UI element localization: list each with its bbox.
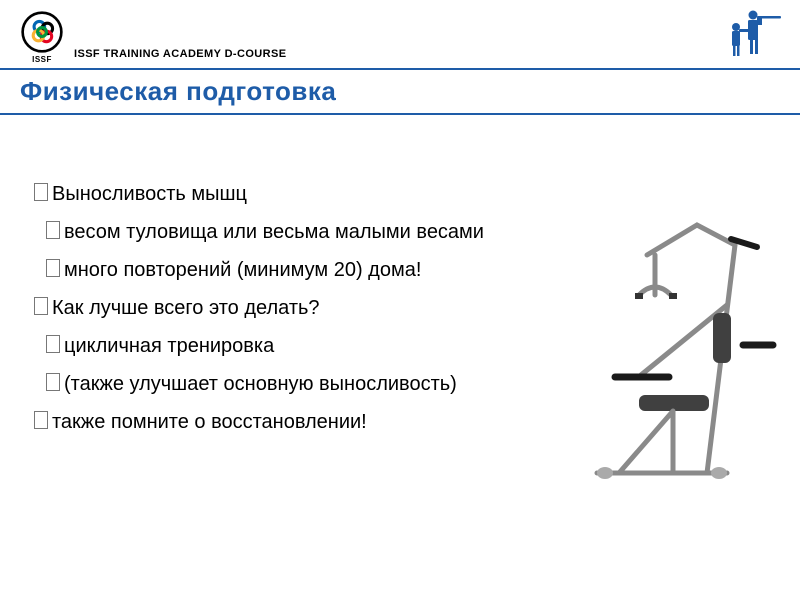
issf-logo-icon bbox=[20, 10, 64, 54]
issf-label: ISSF bbox=[32, 55, 52, 64]
issf-logo-block: ISSF bbox=[20, 10, 64, 64]
gym-equipment-icon bbox=[572, 205, 782, 485]
slide-title: Физическая подготовка bbox=[0, 70, 800, 115]
slide-header: ISSF ISSF TRAINING ACADEMY D-COURSE bbox=[0, 0, 800, 70]
shooters-icon bbox=[722, 6, 782, 58]
slide-content: Выносливость мышцвесом туловища или весь… bbox=[0, 115, 800, 461]
course-label: ISSF TRAINING ACADEMY D-COURSE bbox=[74, 48, 286, 64]
